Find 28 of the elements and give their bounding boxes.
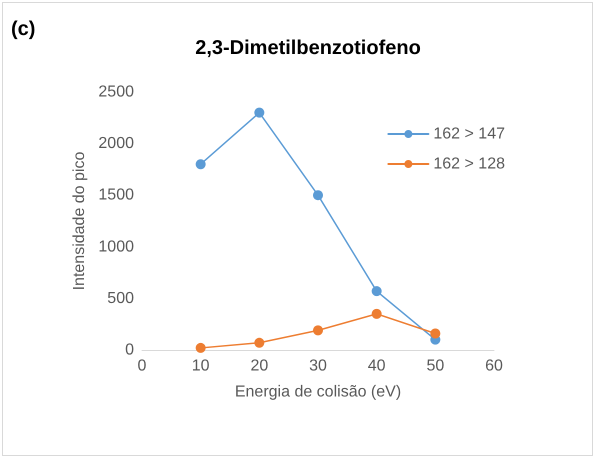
x-tick-label: 0	[138, 358, 147, 374]
x-axis-title: Energia de colisão (eV)	[234, 384, 402, 400]
y-tick-label: 500	[107, 290, 134, 307]
y-tick-label: 0	[125, 342, 134, 358]
legend-label: 162 > 147	[433, 126, 506, 142]
chart-title: 2,3-Dimetilbenzotiofeno	[195, 37, 421, 59]
point	[313, 190, 323, 200]
x-tick-label: 20	[250, 358, 268, 374]
x-tick-label: 50	[426, 358, 444, 374]
y-tick-label: 2000	[98, 135, 134, 152]
y-tick-label: 2500	[98, 84, 134, 100]
x-tick-label: 40	[368, 358, 386, 374]
text: (c)	[11, 18, 36, 40]
point	[372, 308, 382, 319]
x-tick-label: 60	[485, 358, 503, 374]
point	[313, 325, 323, 336]
x-tick-label: 30	[309, 358, 327, 374]
legend-label: 162 > 128	[433, 156, 506, 172]
point	[196, 159, 206, 170]
y-tick-label: 1500	[98, 186, 134, 204]
point	[254, 108, 264, 118]
x-tick-label: 10	[192, 358, 210, 374]
point	[430, 328, 440, 338]
y-axis-title: Intensidade do pico	[71, 152, 88, 290]
point	[372, 286, 382, 296]
y-tick-label: 1000	[98, 238, 134, 256]
point	[254, 338, 264, 348]
point	[196, 342, 206, 353]
